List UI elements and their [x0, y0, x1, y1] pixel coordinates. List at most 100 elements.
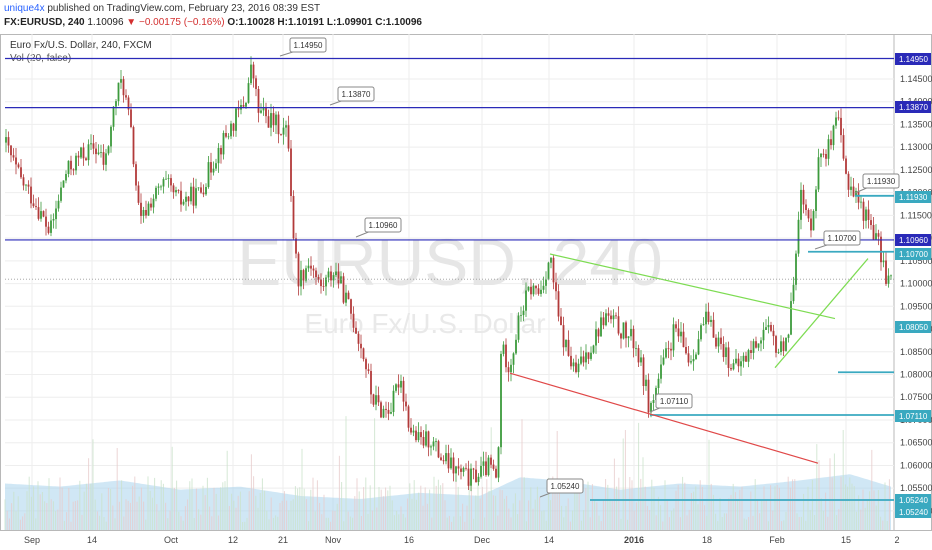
symbol-label: FX:EURUSD, 240	[4, 17, 85, 28]
candle-body	[375, 395, 377, 405]
y-tick-label: 1.06500	[900, 438, 932, 448]
candle-body	[122, 79, 125, 96]
candle-body	[740, 361, 742, 367]
candle-body	[350, 299, 352, 314]
candle-body	[45, 216, 47, 227]
candle-body	[40, 211, 42, 219]
candle-body	[470, 468, 472, 486]
axis-price-tag: 1.07110	[895, 410, 931, 422]
candle-body	[785, 337, 787, 351]
candle-body	[42, 211, 45, 217]
axis-price-tag-label: 1.11930	[899, 193, 928, 202]
publisher-user-link[interactable]: unique4x	[4, 3, 45, 14]
x-tick-label: 18	[702, 535, 712, 545]
candle-body	[230, 123, 232, 137]
candle-body	[507, 367, 510, 373]
candle-body	[290, 148, 292, 196]
x-tick-label: 2	[894, 535, 899, 545]
candle-body	[615, 315, 617, 317]
candle-body	[882, 260, 885, 263]
candle-body	[357, 333, 360, 344]
candle-body	[417, 432, 420, 441]
candle-body	[217, 148, 220, 164]
candle-body	[370, 371, 372, 395]
candle-body	[342, 276, 345, 303]
candle-body	[180, 190, 182, 205]
candle-body	[482, 461, 485, 466]
candle-body	[735, 358, 737, 364]
x-tick-label: 12	[228, 535, 238, 545]
axis-price-tag-bg	[895, 321, 931, 333]
candle-body	[320, 279, 322, 287]
axis-price-tag-label: 1.10700	[899, 250, 928, 259]
candle-body	[65, 174, 67, 181]
candle-body	[170, 178, 172, 186]
candle-body	[720, 337, 722, 344]
candle-body	[5, 137, 7, 143]
candle-body	[75, 155, 77, 171]
candle-body	[840, 117, 842, 136]
candle-body	[570, 355, 572, 367]
callout-label: 1.10960	[369, 221, 398, 230]
candle-body	[465, 467, 467, 469]
axis-price-tag-bg	[895, 494, 931, 506]
callout-box	[289, 37, 327, 53]
candle-body	[820, 153, 822, 158]
candle-body	[875, 233, 877, 240]
candle-body	[15, 157, 17, 165]
candle-body	[630, 328, 632, 337]
candle-body	[542, 285, 545, 290]
candle-body	[560, 316, 562, 326]
last-price: 1.10096	[87, 17, 124, 28]
candle-body	[610, 315, 612, 320]
candle-body	[222, 133, 225, 155]
candle-body	[37, 207, 40, 219]
candle-body	[767, 325, 770, 328]
axis-price-tag-bg	[895, 234, 931, 246]
candle-body	[450, 457, 452, 469]
candle-body	[675, 324, 677, 329]
candle-body	[430, 446, 432, 448]
watermark-name: Euro Fx/U.S. Dollar	[304, 308, 545, 339]
candle-body	[467, 468, 470, 486]
candle-body	[637, 348, 640, 363]
candle-body	[157, 186, 160, 188]
candle-body	[750, 350, 752, 353]
candle-body	[787, 334, 790, 338]
candle-body	[812, 211, 815, 231]
candle-body	[455, 466, 457, 474]
candle-body	[362, 348, 365, 360]
candle-body	[865, 209, 867, 221]
candle-body	[402, 380, 405, 402]
candle-body	[272, 113, 275, 126]
candle-body	[120, 79, 122, 83]
candle-body	[347, 292, 350, 300]
candle-body	[475, 469, 477, 482]
candle-body	[607, 313, 610, 316]
candle-body	[805, 204, 807, 210]
candle-body	[497, 447, 500, 478]
candle-body	[537, 288, 540, 294]
candle-body	[845, 158, 847, 174]
candle-body	[597, 329, 600, 337]
x-tick-label: Feb	[769, 535, 785, 545]
candle-body	[545, 279, 547, 286]
candle-body	[810, 218, 812, 231]
axis-price-tag: 1.14950	[895, 53, 931, 65]
candle-body	[495, 468, 497, 478]
candle-body	[345, 292, 347, 303]
candle-body	[567, 339, 570, 356]
candle-body	[705, 311, 707, 325]
candle-body	[617, 316, 620, 334]
axis-price-tag: 1.13870	[895, 101, 931, 113]
candle-body	[605, 313, 607, 326]
candle-body	[647, 379, 650, 413]
candle-body	[580, 356, 582, 364]
candle-body	[267, 116, 270, 128]
candle-body	[490, 457, 492, 465]
price-callout: 1.10700	[814, 230, 861, 250]
candle-body	[842, 135, 845, 159]
candle-body	[652, 400, 655, 403]
candle-body	[340, 276, 342, 284]
